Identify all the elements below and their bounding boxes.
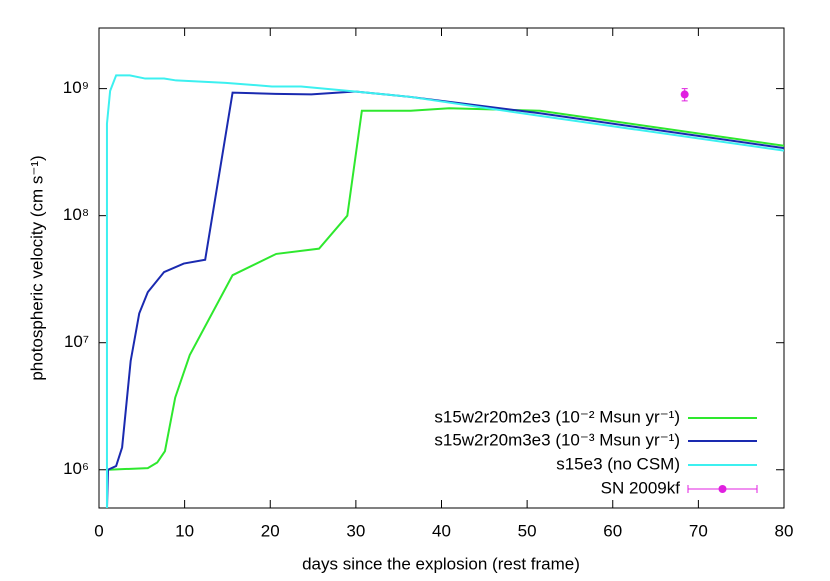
x-tick-label: 20 — [261, 521, 280, 540]
y-tick-label: 10⁹ — [63, 78, 89, 97]
legend-label: s15w2r20m3e3 (10⁻³ Msun yr⁻¹) — [434, 430, 680, 449]
x-tick-label: 80 — [775, 521, 794, 540]
series-line — [107, 107, 784, 471]
y-tick-label: 10⁷ — [64, 332, 89, 351]
legend-label: s15e3 (no CSM) — [556, 454, 680, 473]
x-tick-label: 30 — [346, 521, 365, 540]
x-axis-label: days since the explosion (rest frame) — [302, 554, 580, 573]
x-tick-label: 10 — [175, 521, 194, 540]
y-tick-label: 10⁸ — [63, 205, 89, 224]
x-tick-label: 0 — [94, 521, 103, 540]
y-axis-label: photospheric velocity (cm s⁻¹) — [27, 155, 46, 380]
x-tick-label: 40 — [432, 521, 451, 540]
y-tick-label: 10⁶ — [63, 459, 89, 478]
x-tick-label: 50 — [518, 521, 537, 540]
x-tick-label: 70 — [689, 521, 708, 540]
legend-label: s15w2r20m2e3 (10⁻² Msun yr⁻¹) — [434, 407, 680, 426]
series-line — [105, 74, 784, 508]
legend-label: SN 2009kf — [601, 478, 681, 497]
data-point — [680, 90, 689, 99]
x-tick-label: 60 — [603, 521, 622, 540]
legend-swatch — [718, 485, 727, 493]
